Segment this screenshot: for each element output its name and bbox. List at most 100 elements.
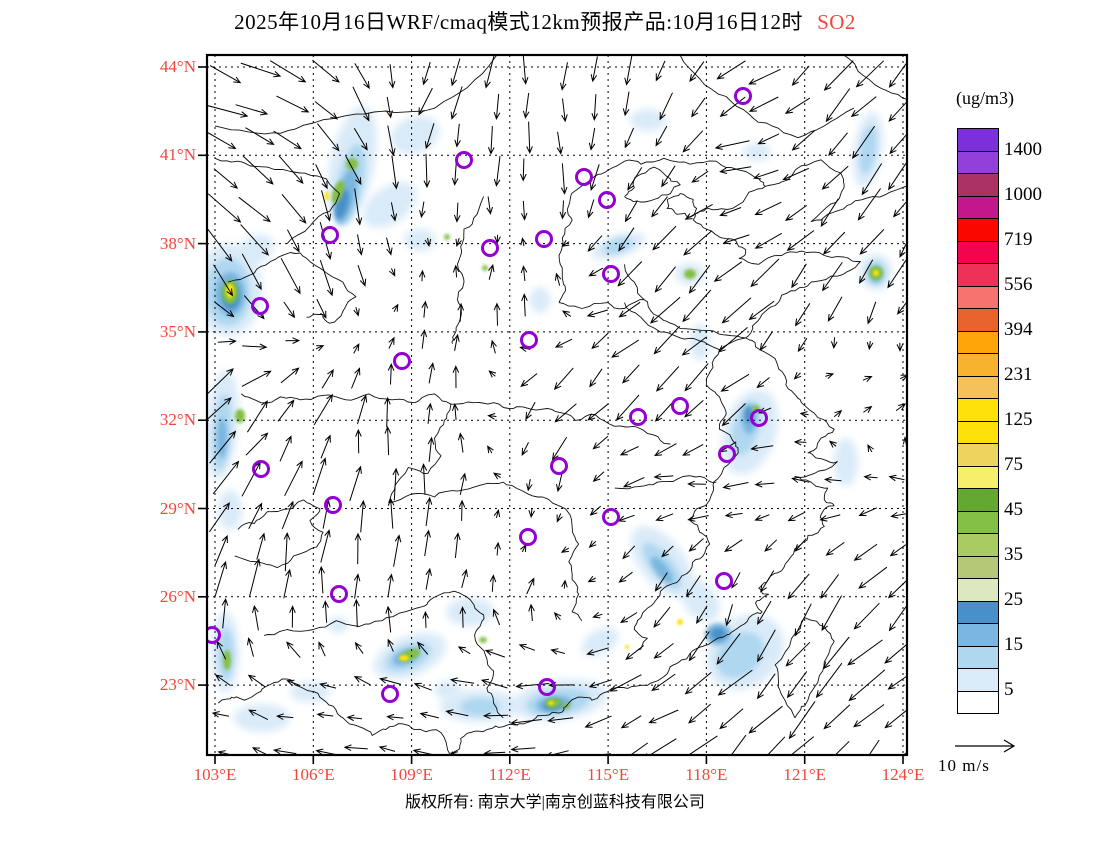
wind-arrow — [687, 515, 709, 522]
wind-arrow — [217, 338, 237, 345]
wind-arrow — [857, 188, 882, 221]
wind-arrow — [420, 463, 428, 495]
wind-arrow — [521, 442, 529, 456]
wind-arrow — [724, 539, 743, 552]
wind-arrow — [689, 61, 705, 83]
city-marker-circle — [575, 168, 593, 186]
wind-arrow — [457, 302, 465, 322]
border-line — [214, 157, 340, 245]
wind-arrow — [247, 674, 266, 688]
wind-arrow — [520, 158, 527, 182]
wind-arrow — [453, 333, 460, 351]
wind-arrow — [750, 444, 774, 452]
city-marker-layer — [208, 87, 768, 703]
wind-arrow — [587, 575, 596, 583]
wind-arrow — [487, 413, 497, 420]
lon-axis-label: 112°E — [488, 765, 531, 784]
wind-arrow — [653, 443, 677, 457]
wind-arrow — [689, 735, 718, 754]
so2-patch — [859, 126, 877, 174]
wind-arrow — [624, 56, 633, 86]
lat-axis-label: 44°N — [159, 57, 196, 76]
wind-arrow — [654, 572, 668, 592]
wind-arrow — [890, 511, 906, 519]
lon-axis-label: 121°E — [783, 765, 827, 784]
wind-arrow — [520, 373, 538, 387]
wind-arrow — [554, 403, 577, 423]
wind-arrow — [525, 401, 536, 421]
wind-arrow — [217, 750, 230, 754]
lon-axis-label: 118°E — [685, 765, 728, 784]
wind-arrow — [756, 673, 776, 700]
wind-arrow — [283, 568, 292, 599]
wind-arrow — [561, 579, 568, 589]
city-marker-circle — [715, 572, 733, 590]
wind-arrow — [281, 193, 307, 224]
wind-arrow — [822, 231, 846, 255]
so2-patch — [630, 109, 666, 131]
wind-arrow — [586, 647, 609, 656]
wind-arrow — [687, 480, 707, 488]
wind-arrow — [884, 644, 906, 664]
wind-arrow — [560, 62, 568, 91]
wind-arrow — [390, 202, 398, 222]
wind-arrow — [391, 303, 399, 312]
wind-arrow — [387, 362, 395, 385]
wind-arrow — [688, 264, 711, 294]
wind-arrow — [716, 60, 746, 80]
wind-arrow — [526, 479, 533, 492]
wind-arrow — [279, 435, 292, 462]
wind-arrow — [488, 370, 497, 378]
wind-arrow — [754, 480, 775, 488]
wind-arrow — [682, 130, 704, 153]
axis-ticks — [198, 66, 904, 764]
wind-arrow — [221, 597, 229, 629]
wind-arrow — [353, 573, 361, 599]
wind-arrow — [791, 736, 815, 754]
wind-arrow — [820, 574, 840, 599]
wind-arrow — [655, 125, 668, 147]
wind-arrow — [312, 457, 327, 495]
wind-arrow — [316, 298, 327, 319]
wind-arrow — [754, 201, 782, 216]
legend-color-swatch — [958, 534, 998, 557]
wind-arrow — [653, 643, 674, 659]
wind-arrow — [521, 293, 528, 317]
copyright-text: 版权所有: 南京大学|南京创蓝科技有限公司 — [405, 794, 705, 811]
wind-arrow — [825, 372, 835, 379]
legend-color-swatch — [958, 264, 998, 287]
map-border — [205, 53, 909, 757]
so2-patch — [236, 234, 274, 266]
wind-arrow — [445, 709, 469, 717]
legend-color-swatch — [958, 489, 998, 512]
wind-arrow — [518, 643, 536, 651]
wind-arrow — [240, 224, 270, 256]
legend-value-label: 45 — [1004, 498, 1023, 520]
wind-arrow — [719, 708, 744, 730]
wind-arrow — [315, 345, 325, 352]
wind-arrow — [238, 196, 271, 223]
wind-arrow — [214, 534, 228, 566]
wind-arrow — [520, 237, 527, 247]
city-marker-circle — [381, 685, 399, 703]
legend-color-swatch — [958, 219, 998, 242]
wind-arrow — [208, 105, 249, 118]
wind-arrow — [791, 476, 810, 483]
wind-arrow — [248, 502, 263, 530]
legend-value-label: 125 — [1004, 408, 1033, 430]
wind-arrow — [520, 543, 527, 553]
legend-color-swatch — [958, 174, 998, 197]
wind-arrow — [825, 541, 845, 556]
wind-arrow — [208, 502, 231, 533]
lon-axis-label: 106°E — [291, 765, 335, 784]
border-line — [633, 455, 737, 651]
so2-patch — [603, 237, 633, 255]
wind-arrow — [717, 669, 753, 696]
wind-arrow — [284, 460, 303, 497]
legend-color-swatch — [958, 286, 998, 309]
so2-patch — [217, 418, 227, 458]
lon-axis-label: 115°E — [587, 765, 630, 784]
wind-arrow — [847, 639, 883, 666]
wind-arrow — [827, 296, 843, 322]
wind-arrow — [393, 534, 402, 567]
